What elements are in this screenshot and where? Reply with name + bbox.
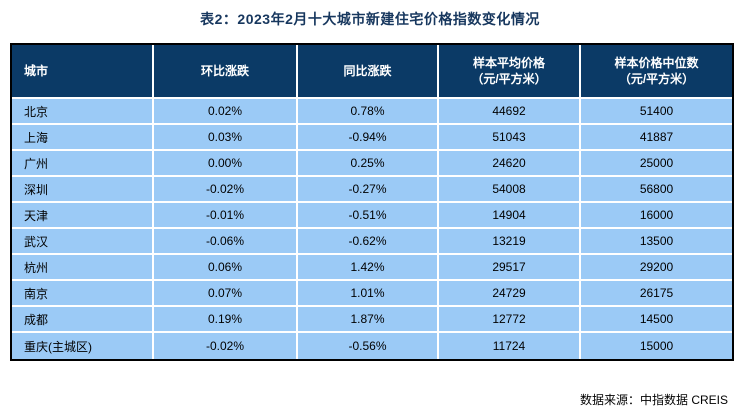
- cell-mom: -0.06%: [154, 229, 298, 255]
- cell-yoy: -0.51%: [298, 203, 439, 229]
- header-mom-label: 环比涨跌: [200, 63, 249, 78]
- cell-avg-price: 24729: [439, 281, 581, 307]
- cell-median-price: 16000: [581, 203, 732, 229]
- table-row: 广州 0.00% 0.25% 24620 25000: [12, 151, 732, 177]
- cell-avg-price: 11724: [439, 333, 581, 359]
- cell-avg-price: 12772: [439, 307, 581, 333]
- cell-avg-price: 29517: [439, 255, 581, 281]
- cell-median-price: 51400: [581, 99, 732, 125]
- table-title: 表2：2023年2月十大城市新建住宅价格指数变化情况: [200, 11, 540, 27]
- cell-mom: 0.02%: [154, 99, 298, 125]
- cell-city: 成都: [12, 307, 154, 333]
- cell-yoy: 1.87%: [298, 307, 439, 333]
- cell-yoy: -0.27%: [298, 177, 439, 203]
- cell-city: 重庆(主城区): [12, 333, 154, 359]
- cell-median-price: 56800: [581, 177, 732, 203]
- header-avg-price-label: 样本平均价格: [472, 55, 545, 70]
- cell-median-price: 29200: [581, 255, 732, 281]
- cell-city: 杭州: [12, 255, 154, 281]
- header-yoy-change: 同比涨跌: [298, 45, 439, 99]
- cell-median-price: 13500: [581, 229, 732, 255]
- cell-yoy: 0.25%: [298, 151, 439, 177]
- cell-yoy: -0.94%: [298, 125, 439, 151]
- table-row: 成都 0.19% 1.87% 12772 14500: [12, 307, 732, 333]
- cell-avg-price: 14904: [439, 203, 581, 229]
- cell-mom: 0.19%: [154, 307, 298, 333]
- table-row: 武汉 -0.06% -0.62% 13219 13500: [12, 229, 732, 255]
- cell-yoy: 1.42%: [298, 255, 439, 281]
- cell-median-price: 41887: [581, 125, 732, 151]
- table-row: 天津 -0.01% -0.51% 14904 16000: [12, 203, 732, 229]
- cell-mom: 0.00%: [154, 151, 298, 177]
- header-median-price: 样本价格中位数 （元/平方米）: [581, 45, 732, 99]
- table-row: 南京 0.07% 1.01% 24729 26175: [12, 281, 732, 307]
- header-city-label: 城市: [24, 63, 49, 78]
- header-yoy-label: 同比涨跌: [343, 63, 392, 78]
- cell-yoy: -0.62%: [298, 229, 439, 255]
- header-avg-price: 样本平均价格 （元/平方米）: [439, 45, 581, 99]
- cell-city: 广州: [12, 151, 154, 177]
- table-row: 深圳 -0.02% -0.27% 54008 56800: [12, 177, 732, 203]
- cell-city: 武汉: [12, 229, 154, 255]
- cell-median-price: 26175: [581, 281, 732, 307]
- header-median-price-unit: （元/平方米）: [618, 72, 695, 86]
- table-row: 上海 0.03% -0.94% 51043 41887: [12, 125, 732, 151]
- cell-avg-price: 13219: [439, 229, 581, 255]
- cell-median-price: 14500: [581, 307, 732, 333]
- header-row: 城市 环比涨跌 同比涨跌 样本平均价格 （元/平方米） 样本价格中位数 （元/平…: [12, 45, 732, 99]
- cell-median-price: 15000: [581, 333, 732, 359]
- cell-city: 深圳: [12, 177, 154, 203]
- data-source-note: 数据来源：中指数据 CREIS: [579, 393, 728, 407]
- cell-yoy: 0.78%: [298, 99, 439, 125]
- header-avg-price-unit: （元/平方米）: [471, 72, 547, 86]
- table-row: 杭州 0.06% 1.42% 29517 29200: [12, 255, 732, 281]
- cell-city: 北京: [12, 99, 154, 125]
- header-median-price-label: 样本价格中位数: [614, 55, 699, 70]
- cell-avg-price: 51043: [439, 125, 581, 151]
- cell-mom: -0.02%: [154, 333, 298, 359]
- cell-city: 南京: [12, 281, 154, 307]
- cell-mom: 0.07%: [154, 281, 298, 307]
- cell-median-price: 25000: [581, 151, 732, 177]
- header-city: 城市: [12, 45, 154, 99]
- cell-mom: 0.03%: [154, 125, 298, 151]
- cell-mom: -0.01%: [154, 203, 298, 229]
- cell-city: 天津: [12, 203, 154, 229]
- cell-avg-price: 44692: [439, 99, 581, 125]
- cell-city: 上海: [12, 125, 154, 151]
- cell-yoy: -0.56%: [298, 333, 439, 359]
- cell-yoy: 1.01%: [298, 281, 439, 307]
- header-mom-change: 环比涨跌: [154, 45, 298, 99]
- cell-mom: 0.06%: [154, 255, 298, 281]
- table-row: 重庆(主城区) -0.02% -0.56% 11724 15000: [12, 333, 732, 359]
- price-index-table: 城市 环比涨跌 同比涨跌 样本平均价格 （元/平方米） 样本价格中位数 （元/平…: [10, 43, 734, 361]
- cell-avg-price: 54008: [439, 177, 581, 203]
- cell-avg-price: 24620: [439, 151, 581, 177]
- cell-mom: -0.02%: [154, 177, 298, 203]
- table-row: 北京 0.02% 0.78% 44692 51400: [12, 99, 732, 125]
